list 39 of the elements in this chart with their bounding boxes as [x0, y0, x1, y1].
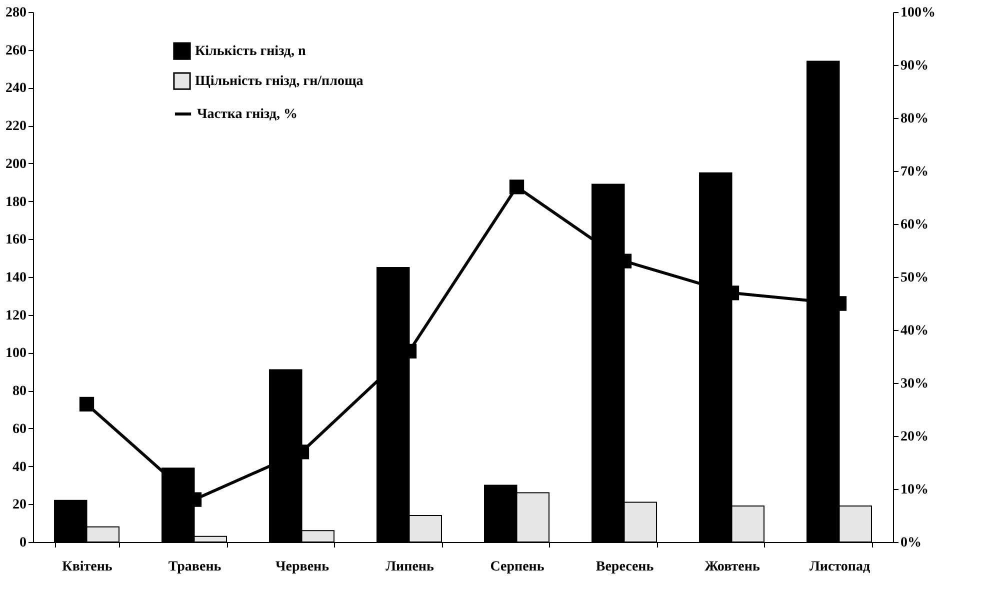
y-tick-label: 40 [12, 460, 26, 475]
y-tick-label: 240 [6, 81, 26, 96]
y-tick-label: 80 [12, 384, 26, 400]
y2-tick-label: 50% [900, 270, 928, 286]
x-tick-label: Квітень [62, 560, 113, 574]
x-tick-label: Липень [386, 560, 434, 574]
y-tick-label: 180 [6, 194, 26, 210]
y2-tick-label: 60% [900, 218, 928, 232]
x-tick-label: Червень [275, 560, 330, 574]
y-tick-label: 160 [6, 232, 26, 248]
legend-label: Щільність гнізд, гн/площа [195, 74, 364, 89]
y2-tick-label: 0% [900, 536, 922, 550]
x-tick-label: Вересень [596, 560, 654, 574]
y2-tick-label: 70% [900, 164, 928, 180]
y-tick-label: 200 [6, 156, 26, 172]
y-tick-label: 0 [20, 536, 26, 550]
x-tick-label: Травень [168, 560, 222, 574]
y-tick-label: 20 [12, 498, 26, 513]
y2-tick-label: 30% [900, 376, 928, 392]
y-tick-label: 120 [6, 308, 26, 324]
y-tick-label: 220 [6, 119, 26, 134]
x-tick-label: Жовтень [704, 560, 760, 574]
y2-tick-label: 40% [900, 324, 928, 338]
y2-tick-label: 100% [900, 6, 936, 20]
x-tick-label: Серпень [490, 560, 545, 574]
y-tick-label: 100 [6, 346, 26, 362]
legend-label: Кількість гнізд, n [195, 44, 306, 59]
y-tick-label: 140 [6, 270, 26, 286]
y2-tick-label: 10% [900, 482, 928, 498]
x-tick-label: Листопад [809, 560, 870, 574]
y-tick-label: 280 [6, 6, 26, 20]
y2-tick-label: 80% [900, 112, 928, 126]
legend-label: Частка гнізд, % [197, 107, 298, 122]
y2-tick-label: 20% [900, 430, 928, 444]
point [79, 396, 94, 412]
y-tick-label: 260 [6, 43, 26, 58]
y2-tick-label: 90% [900, 58, 928, 74]
y-tick-label: 60 [12, 422, 26, 437]
point [509, 180, 524, 194]
